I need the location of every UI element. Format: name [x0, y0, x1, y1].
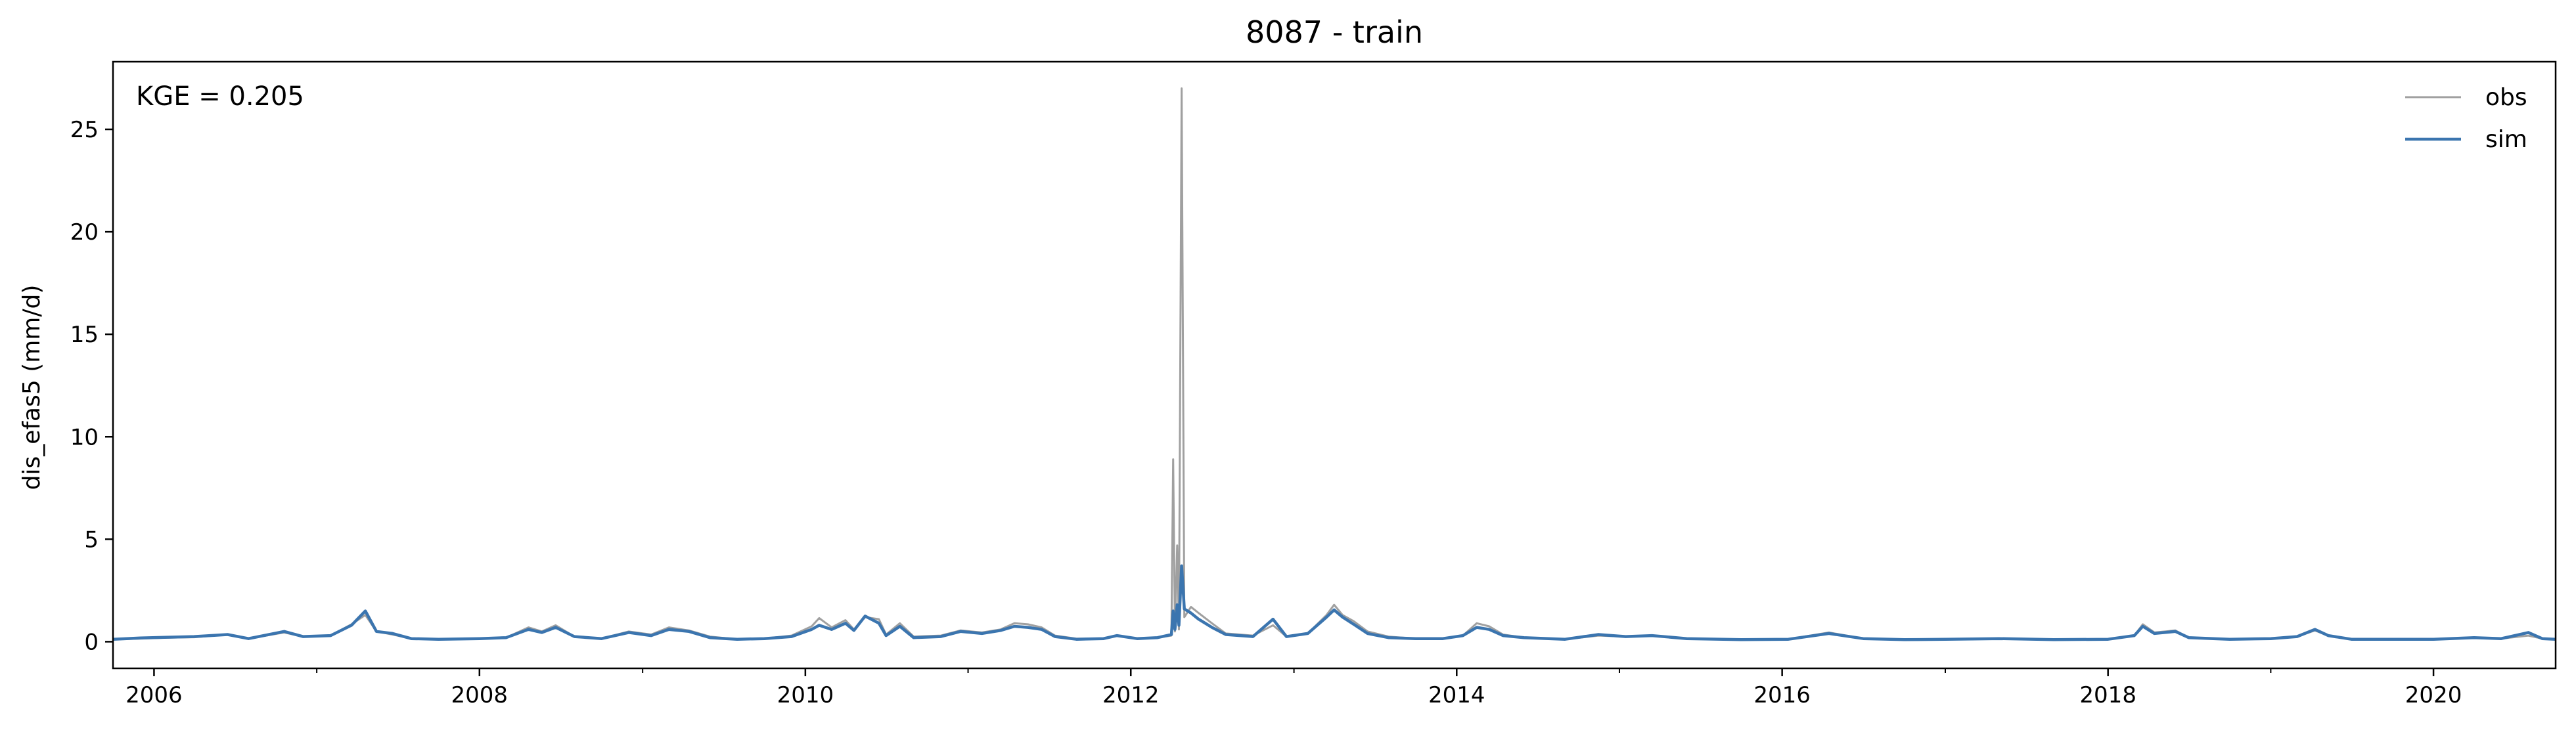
y-tick-label: 10: [70, 424, 99, 450]
y-tick-label: 25: [70, 117, 99, 143]
chart-title: 8087 - train: [1246, 14, 1423, 50]
y-tick-label: 0: [84, 629, 99, 655]
x-tick-label: 2014: [1428, 682, 1485, 708]
x-tick-label: 2016: [1753, 682, 1811, 708]
x-tick-label: 2020: [2405, 682, 2462, 708]
plot-frame: [112, 60, 2557, 670]
x-tick-label: 2006: [125, 682, 183, 708]
legend-obs-label: obs: [2485, 84, 2527, 111]
y-tick-label: 20: [70, 219, 99, 246]
y-tick-label: 5: [84, 527, 99, 553]
y-axis-ticks: 0 5 10 15 20 25: [70, 117, 113, 655]
series-line-sim: [112, 564, 2556, 641]
x-tick-label: 2008: [451, 682, 508, 708]
y-tick-label: 15: [70, 322, 99, 348]
x-tick-label: 2010: [777, 682, 834, 708]
x-axis-ticks: 2006 2008 2010 2012 2014 2016 2018 2020: [125, 668, 2462, 708]
x-tick-label: 2018: [2079, 682, 2136, 708]
x-tick-label: 2012: [1102, 682, 1160, 708]
legend: obs sim: [2405, 84, 2527, 153]
y-axis-label: dis_efas5 (mm/d): [18, 285, 45, 490]
legend-sim-label: sim: [2485, 126, 2527, 153]
series-layer: [112, 87, 2556, 641]
kge-annotation: KGE = 0.205: [136, 81, 304, 112]
